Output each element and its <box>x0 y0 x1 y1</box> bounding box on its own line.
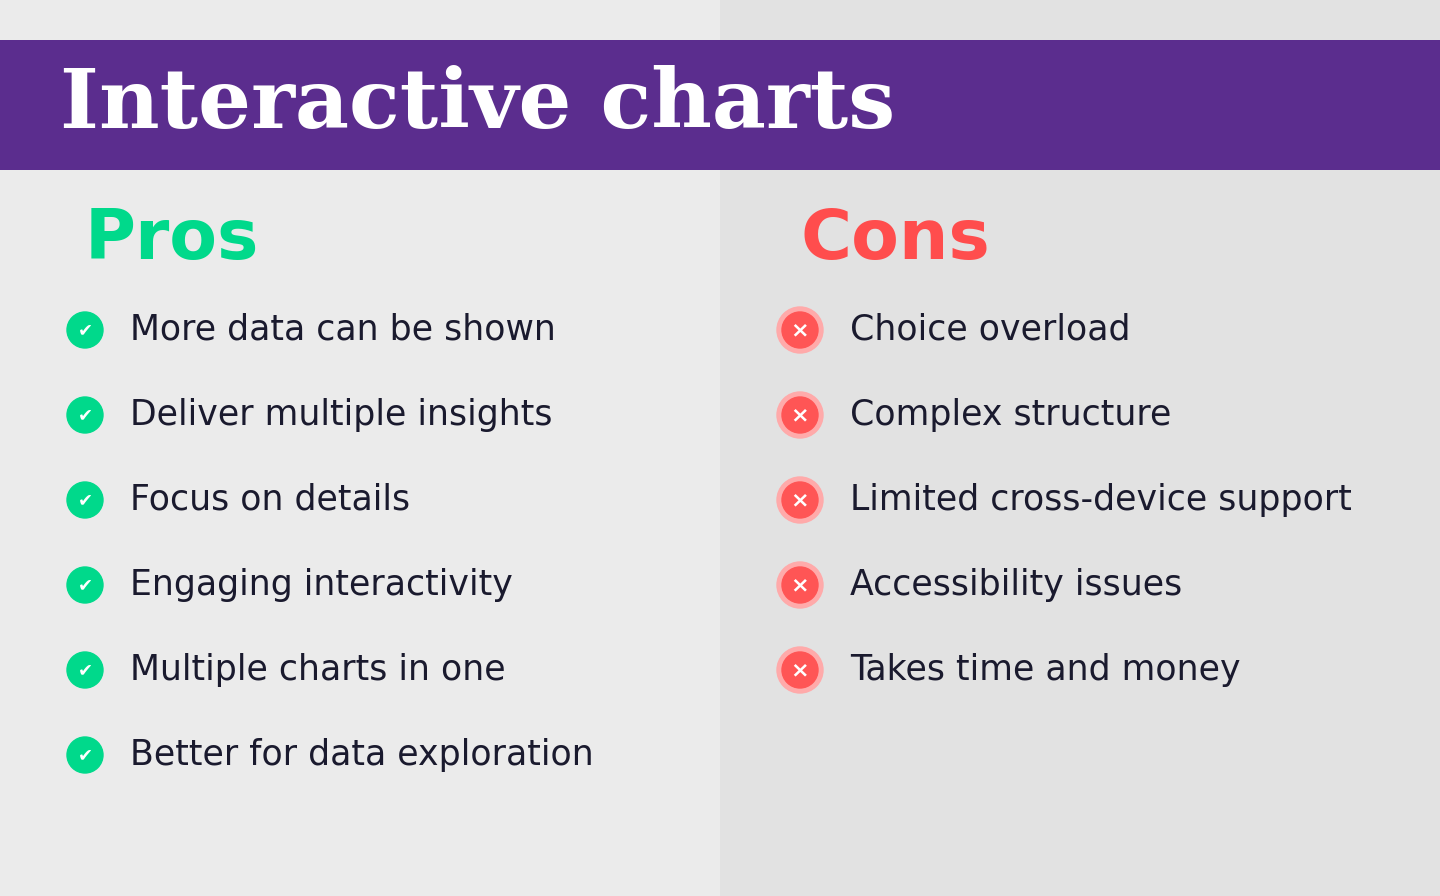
Text: Complex structure: Complex structure <box>850 398 1171 432</box>
Text: More data can be shown: More data can be shown <box>130 313 556 347</box>
Text: ✔: ✔ <box>78 491 92 509</box>
Text: ✔: ✔ <box>78 576 92 594</box>
Circle shape <box>778 647 824 693</box>
Text: ✔: ✔ <box>78 406 92 424</box>
Circle shape <box>782 567 818 603</box>
Text: Deliver multiple insights: Deliver multiple insights <box>130 398 553 432</box>
FancyBboxPatch shape <box>0 40 1440 170</box>
Text: Interactive charts: Interactive charts <box>60 65 896 145</box>
Text: Choice overload: Choice overload <box>850 313 1130 347</box>
FancyBboxPatch shape <box>0 0 720 896</box>
Text: ✔: ✔ <box>78 321 92 339</box>
Circle shape <box>782 652 818 688</box>
Text: Engaging interactivity: Engaging interactivity <box>130 568 513 602</box>
Text: ×: × <box>791 490 809 510</box>
FancyBboxPatch shape <box>720 0 1440 896</box>
Circle shape <box>778 392 824 438</box>
Text: ×: × <box>791 405 809 425</box>
Circle shape <box>68 737 104 773</box>
Text: ×: × <box>791 660 809 680</box>
Text: Pros: Pros <box>85 206 259 273</box>
Circle shape <box>68 312 104 348</box>
Text: Cons: Cons <box>801 206 989 273</box>
Circle shape <box>778 562 824 608</box>
Circle shape <box>782 397 818 433</box>
Text: Limited cross-device support: Limited cross-device support <box>850 483 1352 517</box>
Text: Multiple charts in one: Multiple charts in one <box>130 653 505 687</box>
Circle shape <box>68 652 104 688</box>
Text: Better for data exploration: Better for data exploration <box>130 738 593 772</box>
Text: ×: × <box>791 575 809 595</box>
Text: Takes time and money: Takes time and money <box>850 653 1241 687</box>
Text: ×: × <box>791 320 809 340</box>
Circle shape <box>778 477 824 523</box>
Text: ✔: ✔ <box>78 746 92 764</box>
Text: Accessibility issues: Accessibility issues <box>850 568 1182 602</box>
Circle shape <box>68 482 104 518</box>
Circle shape <box>68 397 104 433</box>
Circle shape <box>782 482 818 518</box>
Circle shape <box>68 567 104 603</box>
Text: ✔: ✔ <box>78 661 92 679</box>
Text: Focus on details: Focus on details <box>130 483 410 517</box>
Circle shape <box>782 312 818 348</box>
Circle shape <box>778 307 824 353</box>
